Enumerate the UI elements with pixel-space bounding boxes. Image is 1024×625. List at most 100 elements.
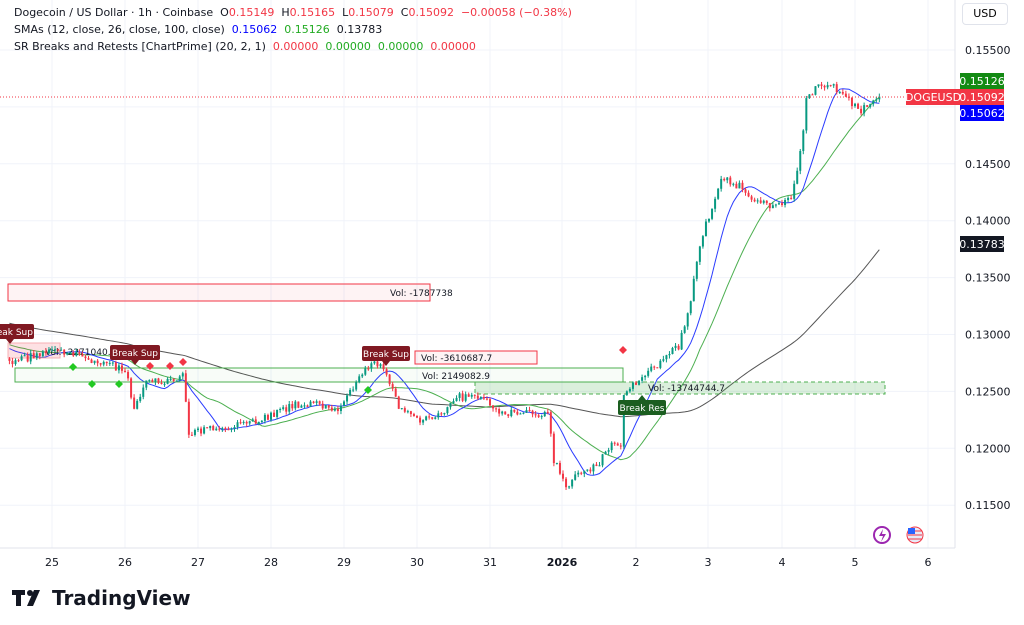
candle-body (519, 413, 522, 415)
candle-body (863, 105, 866, 114)
candle-body (774, 204, 777, 206)
break-label-box (362, 346, 410, 361)
legend-sma-row[interactable]: SMAs (12, close, 26, close, 100, close) … (14, 21, 572, 38)
candle-body (802, 130, 805, 152)
candle-body (869, 104, 872, 107)
candle-body (583, 470, 586, 474)
break-label-box (0, 324, 34, 339)
candle-body (260, 420, 263, 423)
break-label-pointer (131, 360, 139, 365)
candle-body (671, 347, 674, 355)
candle-body (854, 103, 856, 107)
candle-body (622, 394, 625, 447)
candle-body (221, 427, 224, 430)
candle-body (458, 393, 461, 398)
candle-body (811, 94, 814, 96)
candle-body (741, 182, 744, 190)
candle-body (443, 413, 446, 415)
candle-body (324, 405, 327, 409)
candle-body (431, 417, 434, 419)
candle-body (452, 401, 455, 404)
candle-body (206, 427, 209, 429)
candle-body (373, 361, 376, 364)
signal-diamond-icon (364, 386, 372, 394)
candle-body (440, 413, 443, 415)
candle-body (370, 363, 373, 369)
candle-body (835, 84, 838, 93)
candle-body (382, 364, 385, 370)
candle-body (847, 96, 850, 98)
candle-body (151, 380, 154, 382)
price-chart[interactable]: 0.15500 0.14500 0.14000 0.13500 0.13000 0.125… (0, 0, 1024, 580)
candle-body (148, 380, 151, 382)
candle-body (796, 170, 799, 184)
candle-body (464, 394, 467, 401)
tradingview-logo[interactable]: TradingView (12, 586, 191, 610)
time-axis-tick: 2026 (547, 556, 578, 569)
candle-body (784, 200, 787, 206)
signal-diamond-icon (115, 380, 123, 388)
candle-body (157, 378, 160, 383)
candle-body (756, 200, 759, 202)
candle-body (592, 464, 595, 472)
candle-body (403, 408, 406, 412)
candle-body (23, 355, 26, 357)
candle-body (434, 417, 437, 419)
time-axis-tick: 3 (705, 556, 712, 569)
price-axis-tick: 0.14000 (965, 215, 1011, 228)
break-label: Break Sup (112, 349, 158, 359)
candle-body (455, 397, 458, 402)
candle-body (777, 203, 780, 205)
sma12-line (9, 88, 880, 476)
candle-body (276, 409, 279, 417)
candle-body (17, 360, 20, 362)
price-axis-tick: 0.13500 (965, 272, 1011, 285)
candle-body (145, 380, 148, 388)
candle-body (711, 208, 714, 219)
candle-body (166, 378, 169, 384)
sma12-price-badge: 0.15062 (959, 107, 1005, 120)
currency-button[interactable]: USD (962, 3, 1008, 25)
candle-body (60, 349, 63, 351)
candle-body (200, 428, 203, 434)
candle-body (75, 352, 78, 356)
low-value: 0.15079 (348, 6, 394, 19)
candle-body (805, 98, 808, 131)
legend-sr-row[interactable]: SR Breaks and Retests [ChartPrime] (20, … (14, 38, 572, 55)
candle-body (552, 433, 555, 464)
candle-body (625, 391, 628, 395)
candle-body (388, 374, 391, 385)
sma26-price-badge: 0.15126 (959, 75, 1005, 88)
candle-body (20, 356, 23, 361)
candle-body (814, 86, 817, 95)
candle-body (339, 405, 342, 412)
low-label: L (342, 6, 349, 19)
candle-body (653, 366, 656, 368)
candle-body (57, 349, 60, 351)
candle-body (285, 407, 288, 412)
legend-symbol-row: Dogecoin / US Dollar · 1h · Coinbase O0.… (14, 4, 572, 21)
candle-body (534, 414, 537, 416)
candle-body (96, 360, 99, 364)
candle-body (619, 445, 622, 447)
candle-body (692, 278, 695, 302)
symbol-badge-bg (906, 89, 960, 105)
candle-body (738, 182, 741, 189)
candle-body (190, 434, 193, 436)
candle-body (470, 394, 473, 397)
candle-body (14, 360, 17, 365)
candle-body (224, 427, 227, 430)
candle-body (184, 373, 187, 402)
candle-body (820, 84, 823, 86)
candle-body (248, 421, 251, 424)
volume-label: Vol: -13744744.7 (648, 384, 725, 394)
candle-body (236, 422, 239, 428)
candle-body (117, 365, 120, 371)
candle-body (44, 351, 47, 354)
flag-canton (908, 528, 915, 534)
candle-body (416, 416, 418, 418)
candle-body (507, 414, 510, 417)
candle-body (790, 197, 793, 199)
candle-body (878, 96, 881, 100)
time-axis-tick: 30 (410, 556, 424, 569)
